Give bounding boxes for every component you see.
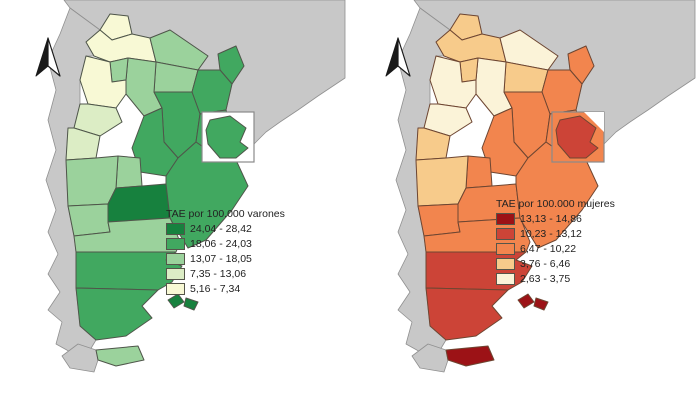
legend-swatch: [496, 257, 515, 270]
legend-title: TAE por 100.000 mujeres: [496, 198, 615, 210]
province-neuquen: [417, 203, 461, 237]
legend-swatch: [166, 222, 185, 235]
legend-swatch: [496, 212, 515, 225]
inset-water: [584, 112, 604, 132]
legend-item: 5,16 - 7,34: [166, 282, 285, 295]
legend-swatch: [166, 282, 185, 295]
legend-title: TAE por 100.000 varones: [166, 208, 285, 220]
province-tierra_del_fuego: [445, 345, 495, 367]
legend-swatch: [496, 227, 515, 240]
legend-label: 13,13 - 14,86: [520, 212, 582, 225]
province-san_juan: [65, 127, 101, 161]
province-caba_inset: [205, 115, 249, 159]
legend-item: 10,23 - 13,12: [496, 227, 615, 240]
province-santa_cruz: [75, 287, 159, 341]
legend-item: 2,63 - 3,75: [496, 272, 615, 285]
province-tierra_del_fuego: [95, 345, 145, 367]
province-caba_inset: [555, 115, 599, 159]
province-la_pampa: [107, 183, 171, 223]
legend-label: 2,63 - 3,75: [520, 272, 571, 285]
province-neuquen: [67, 203, 111, 237]
province-san_luis: [115, 155, 143, 189]
legend-swatch: [166, 237, 185, 250]
north-arrow-icon: [385, 37, 399, 77]
map-panel-mujeres: TAE por 100.000 mujeres 13,13 - 14,86 10,…: [350, 0, 700, 410]
legend-item: 6,47 - 10,22: [496, 242, 615, 255]
legend-label: 3,76 - 6,46: [520, 257, 571, 270]
legend-swatch: [496, 242, 515, 255]
province-malvinas_este: [183, 297, 199, 311]
province-tucuman: [459, 57, 479, 83]
legend-label: 6,47 - 10,22: [520, 242, 577, 255]
map-legend-varones: TAE por 100.000 varones 24,04 - 28,42 18,…: [166, 208, 285, 298]
province-tucuman: [109, 57, 129, 83]
province-formosa: [149, 29, 209, 71]
choropleth-map-varones: [35, 0, 346, 373]
legend-label: 7,35 - 13,06: [190, 267, 247, 280]
province-santa_cruz: [425, 287, 509, 341]
legend-item: 13,13 - 14,86: [496, 212, 615, 225]
legend-swatch: [166, 252, 185, 265]
north-arrow-icon: [35, 37, 49, 77]
north-arrow-icon: [397, 37, 411, 77]
legend-label: 18,06 - 24,03: [190, 237, 252, 250]
legend-item: 13,07 - 18,05: [166, 252, 285, 265]
legend-item: 18,06 - 24,03: [166, 237, 285, 250]
legend-item: 7,35 - 13,06: [166, 267, 285, 280]
map-panel-varones: TAE por 100.000 varones 24,04 - 28,42 18,…: [35, 0, 346, 373]
province-catamarca: [79, 55, 127, 109]
province-malvinas_oeste: [167, 293, 185, 309]
province-formosa: [499, 29, 559, 71]
province-catamarca: [429, 55, 477, 109]
map-legend-mujeres: TAE por 100.000 mujeres 13,13 - 14,86 10,…: [496, 198, 615, 288]
north-arrow-icon: [47, 37, 61, 77]
province-malvinas_oeste: [517, 293, 535, 309]
legend-swatch: [496, 272, 515, 285]
legend-label: 13,07 - 18,05: [190, 252, 252, 265]
province-san_juan: [415, 127, 451, 161]
legend-swatch: [166, 267, 185, 280]
legend-item: 24,04 - 28,42: [166, 222, 285, 235]
legend-label: 10,23 - 13,12: [520, 227, 582, 240]
province-san_luis: [465, 155, 493, 189]
legend-item: 3,76 - 6,46: [496, 257, 615, 270]
province-malvinas_este: [533, 297, 549, 311]
legend-label: 5,16 - 7,34: [190, 282, 241, 295]
legend-label: 24,04 - 28,42: [190, 222, 252, 235]
